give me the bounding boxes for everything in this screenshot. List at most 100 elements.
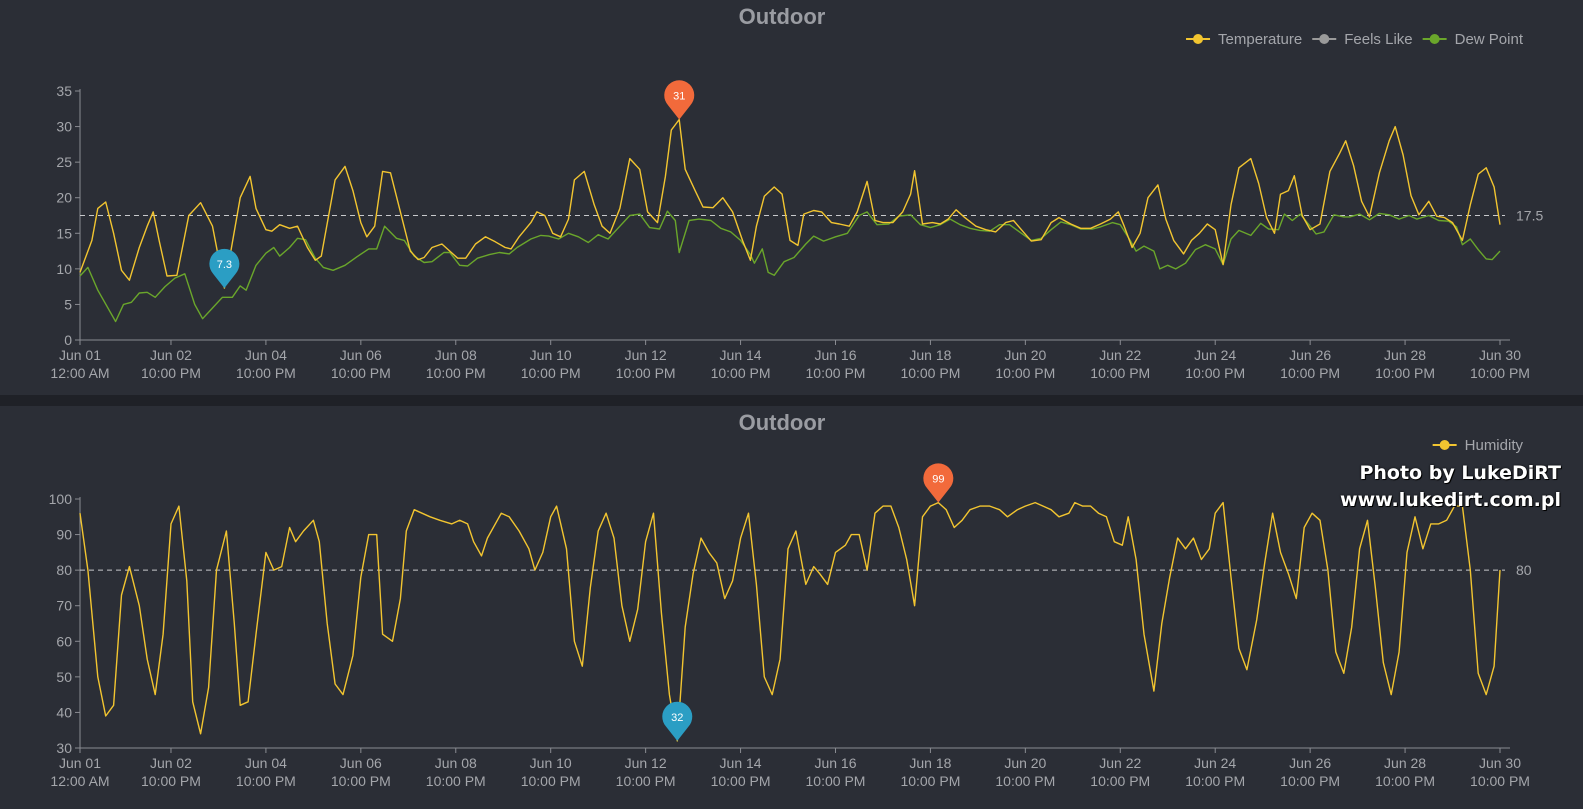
x-tick-time: 10:00 PM — [806, 365, 866, 381]
x-tick-time: 10:00 PM — [1375, 773, 1435, 789]
x-tick-date: Jun 01 — [59, 755, 101, 771]
average-line-label: 80 — [1516, 562, 1532, 578]
x-tick-time: 10:00 PM — [1185, 773, 1245, 789]
x-tick-date: Jun 04 — [245, 347, 287, 363]
x-tick-date: Jun 10 — [530, 755, 572, 771]
legend-dot-icon — [1319, 34, 1330, 44]
x-tick-date: Jun 02 — [150, 347, 192, 363]
outdoor-temperature-panel: Outdoor Dew Point Feels Like Temperature 0 5 1… — [0, 0, 1583, 395]
humidity-chart: Outdoor Humidity 30 40 50 60 70 80 90 100 Jun 01 12… — [49, 410, 1532, 789]
x-tick-date: Jun 22 — [1099, 755, 1141, 771]
max-value-marker: 31 — [664, 80, 695, 120]
average-line-label: 17.5 — [1516, 208, 1543, 224]
x-tick-date: Jun 12 — [625, 755, 667, 771]
chart-title: Outdoor — [739, 410, 826, 435]
x-tick-date: Jun 26 — [1289, 755, 1331, 771]
x-tick-date: Jun 16 — [814, 347, 856, 363]
y-tick-label: 100 — [49, 491, 73, 507]
x-tick-date: Jun 08 — [435, 755, 477, 771]
y-tick-label: 0 — [64, 332, 72, 348]
x-tick-time: 10:00 PM — [331, 365, 391, 381]
x-tick-time: 10:00 PM — [616, 365, 676, 381]
y-tick-label: 35 — [56, 83, 72, 99]
y-tick-label: 5 — [64, 296, 72, 312]
x-tick-time: 10:00 PM — [1185, 365, 1245, 381]
x-tick-time: 12:00 AM — [50, 365, 109, 381]
y-tick-label: 50 — [56, 669, 72, 685]
x-tick-date: Jun 06 — [340, 755, 382, 771]
series-line-dew-point — [79, 210, 1501, 323]
y-tick-label: 15 — [56, 225, 72, 241]
legend-item-temperature[interactable]: Temperature — [1186, 31, 1302, 48]
x-tick-time: 10:00 PM — [1090, 365, 1150, 381]
x-tick-time: 10:00 PM — [331, 773, 391, 789]
marker-label: 32 — [671, 712, 683, 724]
y-tick-label: 25 — [56, 154, 72, 170]
marker-label: 31 — [673, 90, 685, 102]
y-tick-label: 60 — [56, 633, 72, 649]
y-tick-label: 70 — [56, 598, 72, 614]
x-tick-time: 10:00 PM — [1090, 773, 1150, 789]
x-tick-time: 10:00 PM — [141, 773, 201, 789]
x-tick-time: 10:00 PM — [426, 365, 486, 381]
legend-item-dew-point[interactable]: Dew Point — [1422, 31, 1524, 48]
x-tick-time: 10:00 PM — [1470, 773, 1530, 789]
outdoor-humidity-panel: Outdoor Humidity 30 40 50 60 70 80 90 100 Jun 01 12… — [0, 406, 1583, 809]
x-tick-date: Jun 18 — [909, 347, 951, 363]
y-tick-label: 30 — [56, 740, 72, 756]
y-tick-label: 80 — [56, 562, 72, 578]
x-tick-time: 12:00 AM — [50, 773, 109, 789]
legend-label: Dew Point — [1455, 31, 1524, 48]
x-tick-date: Jun 14 — [720, 347, 762, 363]
x-tick-time: 10:00 PM — [1375, 365, 1435, 381]
y-tick-label: 10 — [56, 261, 72, 277]
legend-item-feels-like[interactable]: Feels Like — [1312, 31, 1413, 48]
legend-label: Temperature — [1218, 31, 1302, 48]
map-pin-icon — [664, 80, 695, 120]
watermark-url: www.lukedirt.com.pl — [1340, 489, 1561, 511]
temperature-chart: Outdoor Dew Point Feels Like Temperature 0 5 1… — [50, 4, 1543, 381]
x-tick-date: Jun 02 — [150, 755, 192, 771]
x-tick-date: Jun 08 — [435, 347, 477, 363]
map-pin-icon — [923, 463, 954, 503]
min-value-marker: 32 — [662, 701, 693, 741]
x-tick-time: 10:00 PM — [1470, 365, 1530, 381]
map-pin-icon — [662, 701, 693, 741]
max-value-marker: 99 — [923, 463, 954, 503]
x-tick-time: 10:00 PM — [806, 773, 866, 789]
x-tick-time: 10:00 PM — [236, 773, 296, 789]
x-tick-date: Jun 06 — [340, 347, 382, 363]
x-tick-date: Jun 20 — [1004, 755, 1046, 771]
x-tick-date: Jun 26 — [1289, 347, 1331, 363]
min-value-marker: 7.3 — [209, 248, 240, 289]
legend-item-humidity[interactable]: Humidity — [1432, 437, 1524, 454]
chart-title: Outdoor — [739, 4, 826, 29]
x-tick-time: 10:00 PM — [900, 365, 960, 381]
x-tick-time: 10:00 PM — [1280, 365, 1340, 381]
y-tick-label: 20 — [56, 190, 72, 206]
x-tick-date: Jun 24 — [1194, 347, 1236, 363]
x-tick-time: 10:00 PM — [426, 773, 486, 789]
x-tick-date: Jun 22 — [1099, 347, 1141, 363]
series-line-humidity — [79, 501, 1501, 742]
x-tick-date: Jun 12 — [625, 347, 667, 363]
y-tick-label: 40 — [56, 704, 72, 720]
watermark-credit: Photo by LukeDiRT — [1359, 462, 1561, 484]
x-tick-date: Jun 28 — [1384, 347, 1426, 363]
x-tick-date: Jun 04 — [245, 755, 287, 771]
x-tick-time: 10:00 PM — [711, 773, 771, 789]
x-tick-date: Jun 28 — [1384, 755, 1426, 771]
x-tick-date: Jun 24 — [1194, 755, 1236, 771]
x-tick-date: Jun 18 — [909, 755, 951, 771]
series-line-temperature — [79, 118, 1501, 289]
x-tick-time: 10:00 PM — [900, 773, 960, 789]
marker-label: 7.3 — [217, 259, 232, 271]
x-tick-time: 10:00 PM — [711, 365, 771, 381]
legend-dot-icon — [1439, 440, 1450, 450]
x-tick-time: 10:00 PM — [141, 365, 201, 381]
x-tick-time: 10:00 PM — [995, 365, 1055, 381]
x-tick-date: Jun 14 — [720, 755, 762, 771]
x-tick-date: Jun 16 — [814, 755, 856, 771]
legend-dot-icon — [1193, 34, 1204, 44]
map-pin-icon — [209, 248, 240, 289]
